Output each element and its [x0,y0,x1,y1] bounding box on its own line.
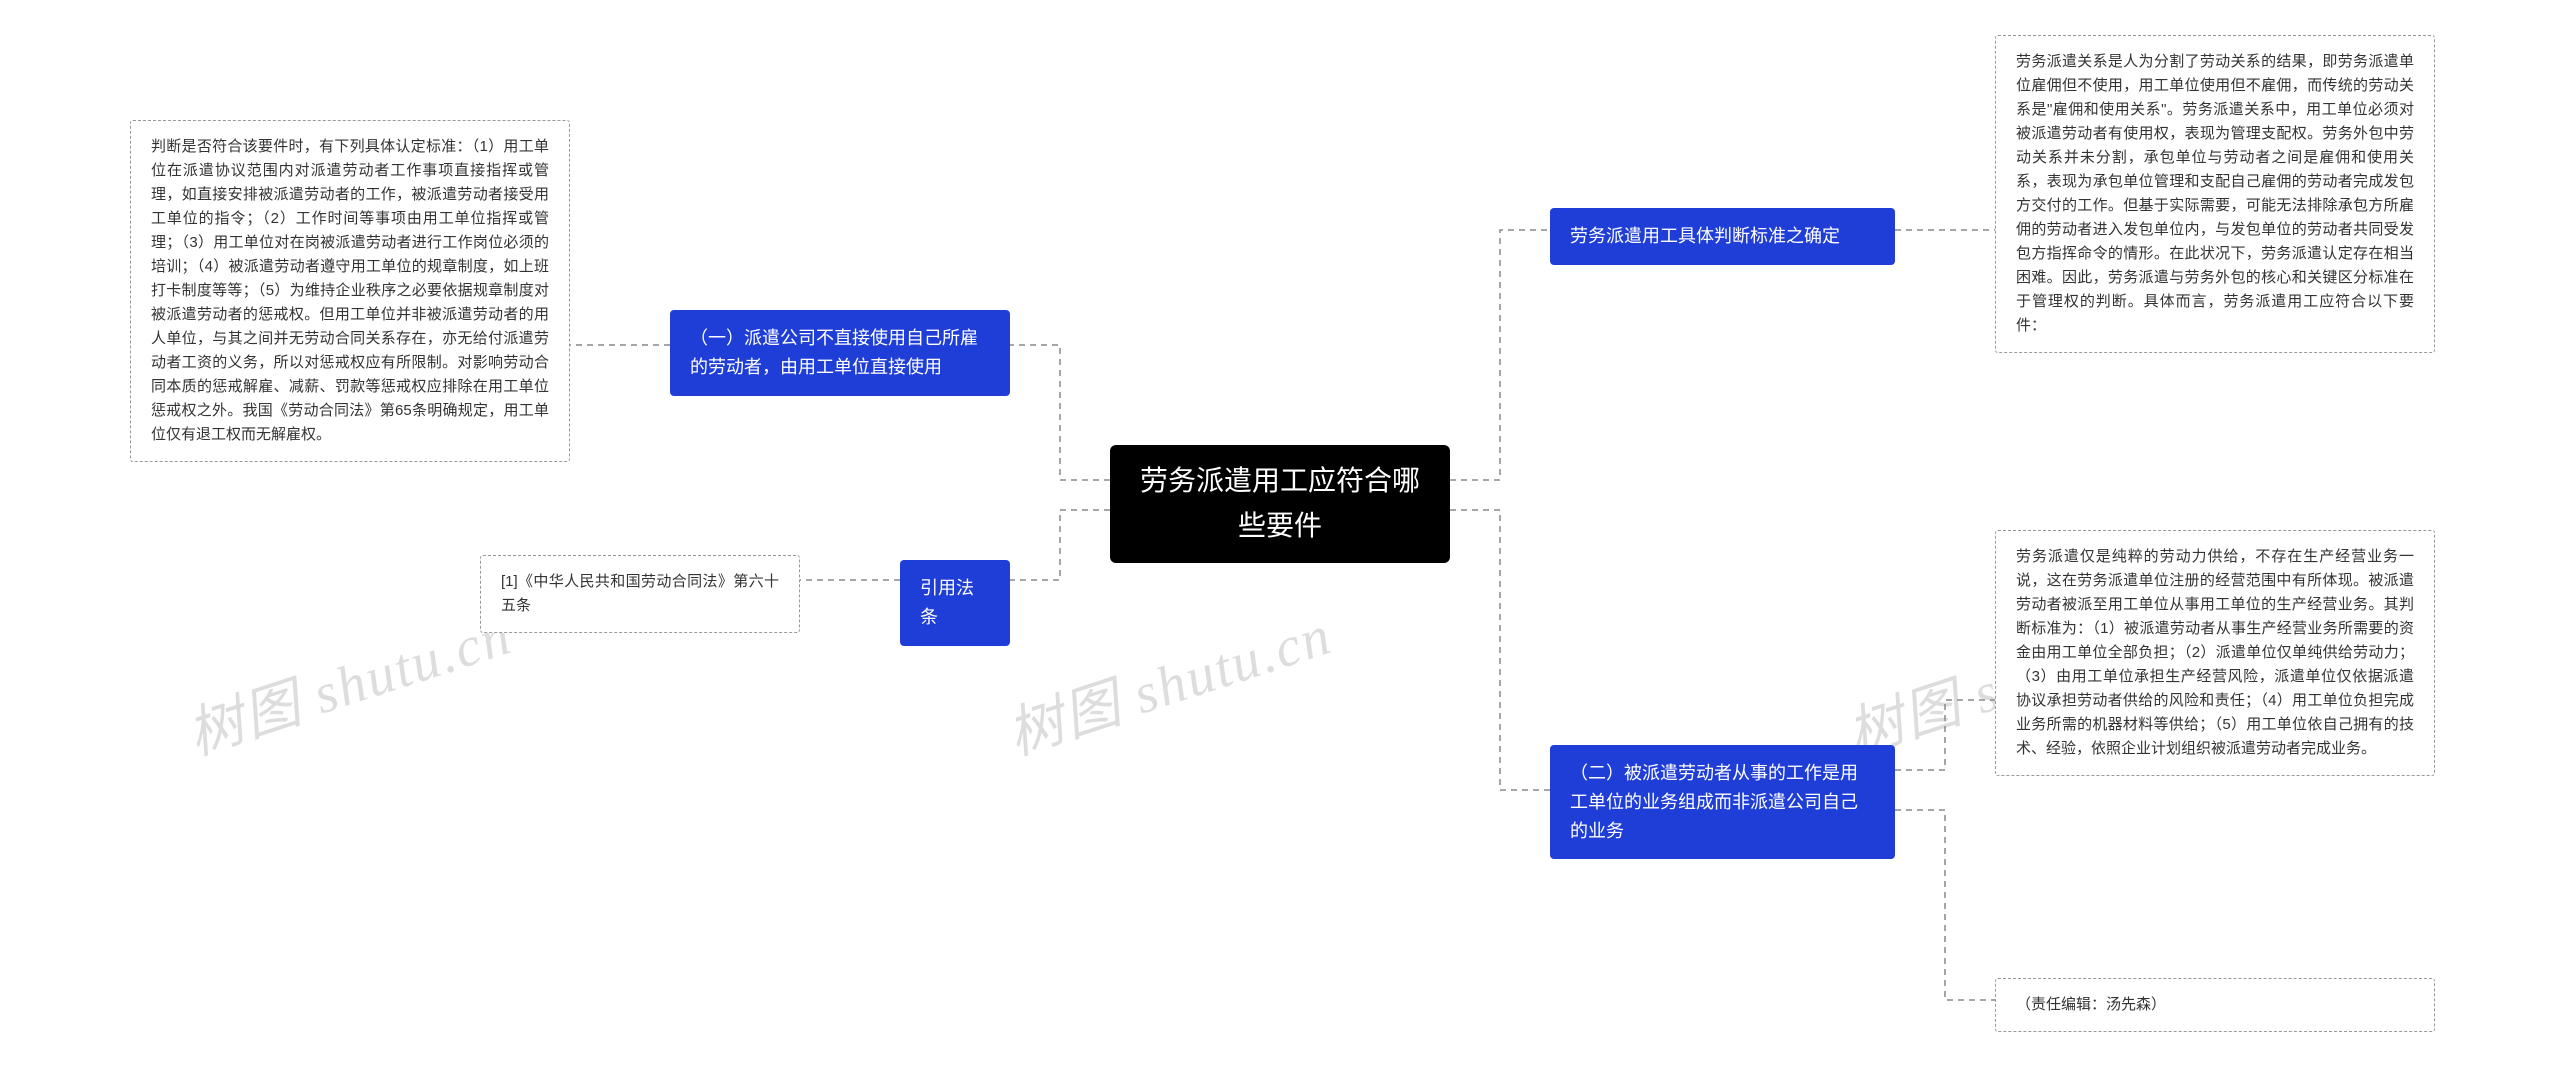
right-branch-1[interactable]: 劳务派遣用工具体判断标准之确定 [1550,208,1895,265]
left-branch-1[interactable]: （一）派遣公司不直接使用自己所雇的劳动者，由用工单位直接使用 [670,310,1010,396]
center-node[interactable]: 劳务派遣用工应符合哪些要件 [1110,445,1450,563]
watermark: 树图 shutu.cn [176,590,521,771]
right-branch-2-leaf-1: 劳务派遣仅是纯粹的劳动力供给，不存在生产经营业务一说，这在劳务派遣单位注册的经营… [1995,530,2435,776]
right-branch-2[interactable]: （二）被派遣劳动者从事的工作是用工单位的业务组成而非派遣公司自己的业务 [1550,745,1895,859]
left-branch-1-leaf: 判断是否符合该要件时，有下列具体认定标准：（1）用工单位在派遣协议范围内对派遣劳… [130,120,570,462]
left-branch-2-leaf: [1]《中华人民共和国劳动合同法》第六十五条 [480,555,800,633]
left-branch-2[interactable]: 引用法条 [900,560,1010,646]
right-branch-1-leaf: 劳务派遣关系是人为分割了劳动关系的结果，即劳务派遣单位雇佣但不使用，用工单位使用… [1995,35,2435,353]
right-branch-2-leaf-2: （责任编辑：汤先森） [1995,978,2435,1032]
watermark: 树图 shutu.cn [996,590,1341,771]
